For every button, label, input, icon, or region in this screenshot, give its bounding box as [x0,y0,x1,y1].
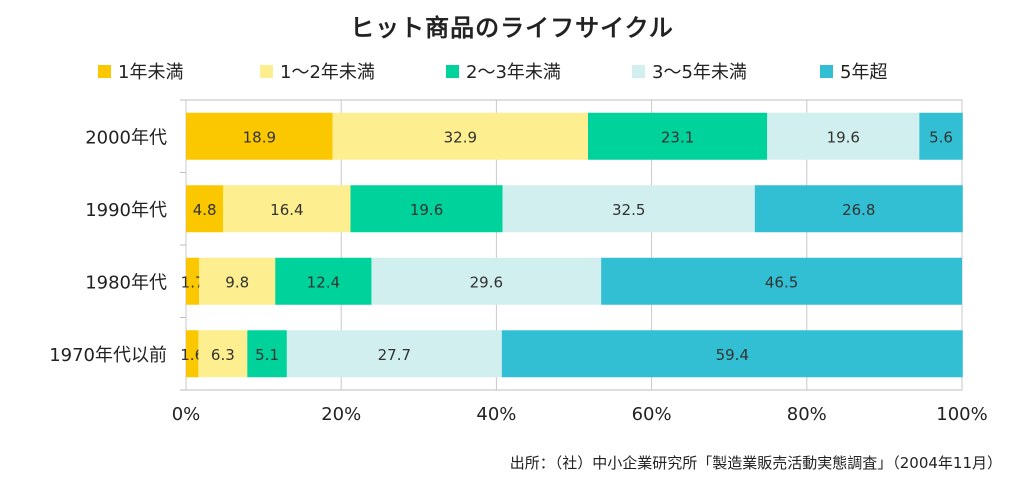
bar-segment [199,257,276,305]
data-label: 1.7 [181,273,205,291]
bar-segment [186,330,199,378]
bar-segment [275,257,372,305]
bar-segment [286,330,502,378]
data-label: 5.6 [929,128,953,146]
category-label: 1990年代 [85,200,167,221]
x-tick-label: 60% [632,404,672,425]
legend-item-5: 5年超 [820,58,887,84]
x-tick-label: 40% [476,404,516,425]
data-label: 6.3 [211,346,235,364]
bar-segment [601,257,962,305]
data-label: 18.9 [243,128,276,146]
bar-segment [332,112,588,160]
category-label: 1980年代 [85,272,167,293]
bar-segment [186,112,333,160]
bar-segment [767,112,920,160]
data-label: 26.8 [842,201,875,219]
data-label: 9.8 [225,273,249,291]
legend-item-3: 2～3年未満 [446,58,561,84]
bar-segment [186,257,200,305]
data-label: 16.4 [270,201,303,219]
data-label: 32.5 [612,201,645,219]
data-label: 46.5 [765,273,798,291]
source-note: 出所：（社）中小企業研究所「製造業販売活動実態調査」（2004年11月） [509,454,1002,472]
x-tick-label: 80% [787,404,827,425]
x-tick-label: 100% [936,404,987,425]
category-label: 2000年代 [85,127,167,148]
legend-swatch-2 [260,64,273,78]
bar-segment [587,112,768,160]
bar-segment [223,185,351,233]
legend-label-4: 3～5年未満 [652,62,747,83]
data-label: 23.1 [661,128,694,146]
legend-swatch-4 [632,64,645,78]
legend-item-1: 1年未満 [98,58,183,84]
bar-segment [754,185,963,233]
legend-swatch-5 [820,64,833,78]
legend-swatch-1 [98,64,111,78]
bar-segment [919,112,963,160]
data-label: 19.6 [827,128,860,146]
category-label: 1970年代以前 [49,345,167,366]
legend-label-2: 1～2年未満 [280,62,375,83]
bar-segment [247,330,287,378]
data-label: 12.4 [307,273,340,291]
data-label: 19.6 [410,201,443,219]
x-tick-label: 20% [321,404,361,425]
bar-segment [198,330,248,378]
data-label: 4.8 [193,201,217,219]
data-label: 29.6 [470,273,503,291]
x-tick-label: 0% [172,404,201,425]
legend-label-5: 5年超 [840,62,888,83]
legend-item-4: 3～5年未満 [632,58,747,84]
legend-swatch-3 [446,64,459,78]
bar-segment [350,185,503,233]
legend-label-1: 1年未満 [118,62,184,83]
bar-segment [502,185,755,233]
bar-segment [371,257,602,305]
legend-label-3: 2～3年未満 [466,62,561,83]
chart-title: ヒット商品のライフサイクル [350,14,674,42]
data-label: 27.7 [378,346,411,364]
bar-segment [501,330,963,378]
data-label: 59.4 [716,346,749,364]
bar-segment [186,185,224,233]
legend-item-2: 1～2年未満 [260,58,375,84]
data-label: 32.9 [444,128,477,146]
data-label: 5.1 [255,346,279,364]
data-label: 1.6 [180,346,204,364]
